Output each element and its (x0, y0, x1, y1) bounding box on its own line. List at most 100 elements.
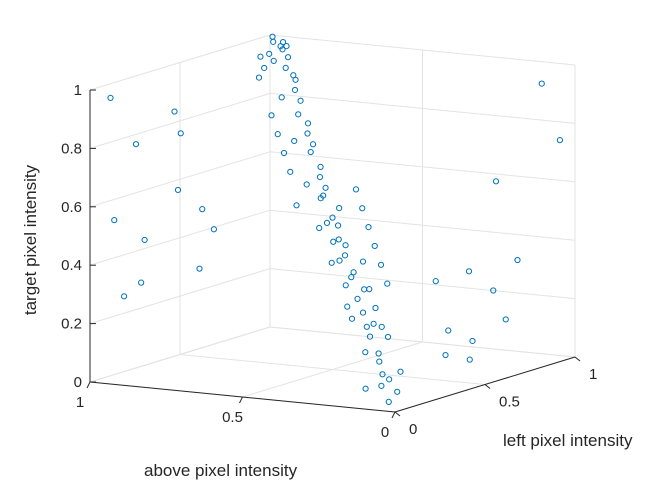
x-tick-label: 0.5 (499, 394, 520, 411)
data-point (282, 64, 289, 71)
backwall-x-gridline-z (269, 151, 576, 183)
data-point (274, 131, 281, 138)
data-point (255, 74, 263, 81)
x-tick-label: 0 (409, 421, 417, 438)
data-point (317, 163, 324, 170)
data-point (370, 320, 377, 327)
data-point (307, 148, 314, 156)
z-tick-label: 1 (74, 82, 82, 99)
axis-layer (86, 89, 581, 419)
data-point (514, 256, 521, 264)
data-point (375, 350, 382, 357)
backwall-y-gridline-z (89, 34, 271, 91)
y-axis-label: above pixel intensity (144, 461, 298, 480)
data-point (279, 46, 286, 53)
data-point (174, 186, 182, 194)
data-point (328, 259, 335, 266)
y-tick-label: 0 (381, 424, 389, 441)
data-point (316, 224, 323, 232)
y-tick-label: 1 (76, 394, 84, 411)
data-point (377, 261, 385, 268)
data-point (290, 72, 297, 79)
data-point (469, 337, 476, 345)
data-point (394, 388, 401, 395)
data-point (210, 226, 217, 233)
data-point (372, 304, 379, 312)
x-tick (394, 411, 401, 417)
data-point (196, 265, 203, 272)
grid-layer (89, 34, 576, 413)
data-point (492, 178, 500, 185)
data-point (366, 286, 373, 293)
tick-labels: 0 0.5 1 0 0.5 1 0 0.2 0.4 0.6 0.8 1 (61, 82, 597, 441)
data-point (261, 64, 268, 72)
data-point (359, 309, 367, 316)
data-point (371, 242, 378, 250)
data-point (317, 195, 324, 202)
data-points (107, 33, 564, 406)
z-tick-label: 0.6 (61, 199, 82, 216)
data-point (322, 184, 329, 191)
x-tick-label: 1 (589, 366, 597, 383)
data-point (330, 238, 337, 245)
data-point (329, 214, 336, 221)
data-point (171, 108, 178, 115)
y-tick (86, 381, 91, 389)
backwall-y-gridline-z (89, 92, 271, 149)
data-point (359, 205, 366, 212)
backwall-x-gridline-z (269, 268, 576, 300)
data-point (362, 349, 369, 356)
data-point (466, 356, 473, 363)
data-point (336, 205, 343, 212)
data-point (342, 282, 349, 289)
data-point (445, 327, 452, 334)
data-point (297, 97, 304, 104)
data-point (111, 217, 118, 224)
data-point (283, 43, 290, 50)
data-point (442, 351, 449, 359)
backwall-y-gridline-z (89, 268, 271, 325)
data-point (354, 295, 361, 302)
data-point (138, 279, 145, 286)
data-point (490, 287, 497, 294)
data-point (278, 94, 285, 101)
data-point (287, 168, 294, 175)
data-point (107, 94, 114, 101)
data-point (384, 280, 391, 287)
data-point (132, 141, 140, 148)
x-tick (484, 384, 491, 389)
data-point (291, 86, 299, 94)
data-point (295, 111, 302, 118)
data-point (266, 50, 273, 57)
data-point (376, 358, 383, 365)
data-point (397, 368, 404, 375)
data-point (293, 202, 300, 209)
data-point (335, 236, 342, 243)
data-point (465, 268, 473, 275)
data-point (177, 130, 184, 137)
data-point (257, 53, 264, 60)
z-tick-label: 0.4 (61, 257, 82, 274)
data-point (432, 278, 439, 285)
data-point (334, 222, 342, 229)
data-point (556, 137, 564, 144)
backwall-x-gridline-z (269, 326, 576, 358)
data-point (336, 257, 343, 264)
data-point (352, 186, 360, 193)
data-point (304, 130, 311, 137)
data-point (291, 137, 298, 145)
backwall-x-gridline-z (269, 209, 576, 241)
z-axis-label: target pixel intensity (21, 164, 40, 315)
y-tick (239, 396, 243, 404)
data-point (268, 112, 275, 119)
data-point (323, 219, 331, 226)
data-point (378, 382, 385, 389)
data-point (348, 274, 355, 281)
data-point (379, 371, 386, 378)
data-point (384, 333, 392, 341)
backwall-x-gridline-z (269, 92, 576, 124)
data-point (348, 315, 356, 322)
data-point (344, 303, 351, 310)
